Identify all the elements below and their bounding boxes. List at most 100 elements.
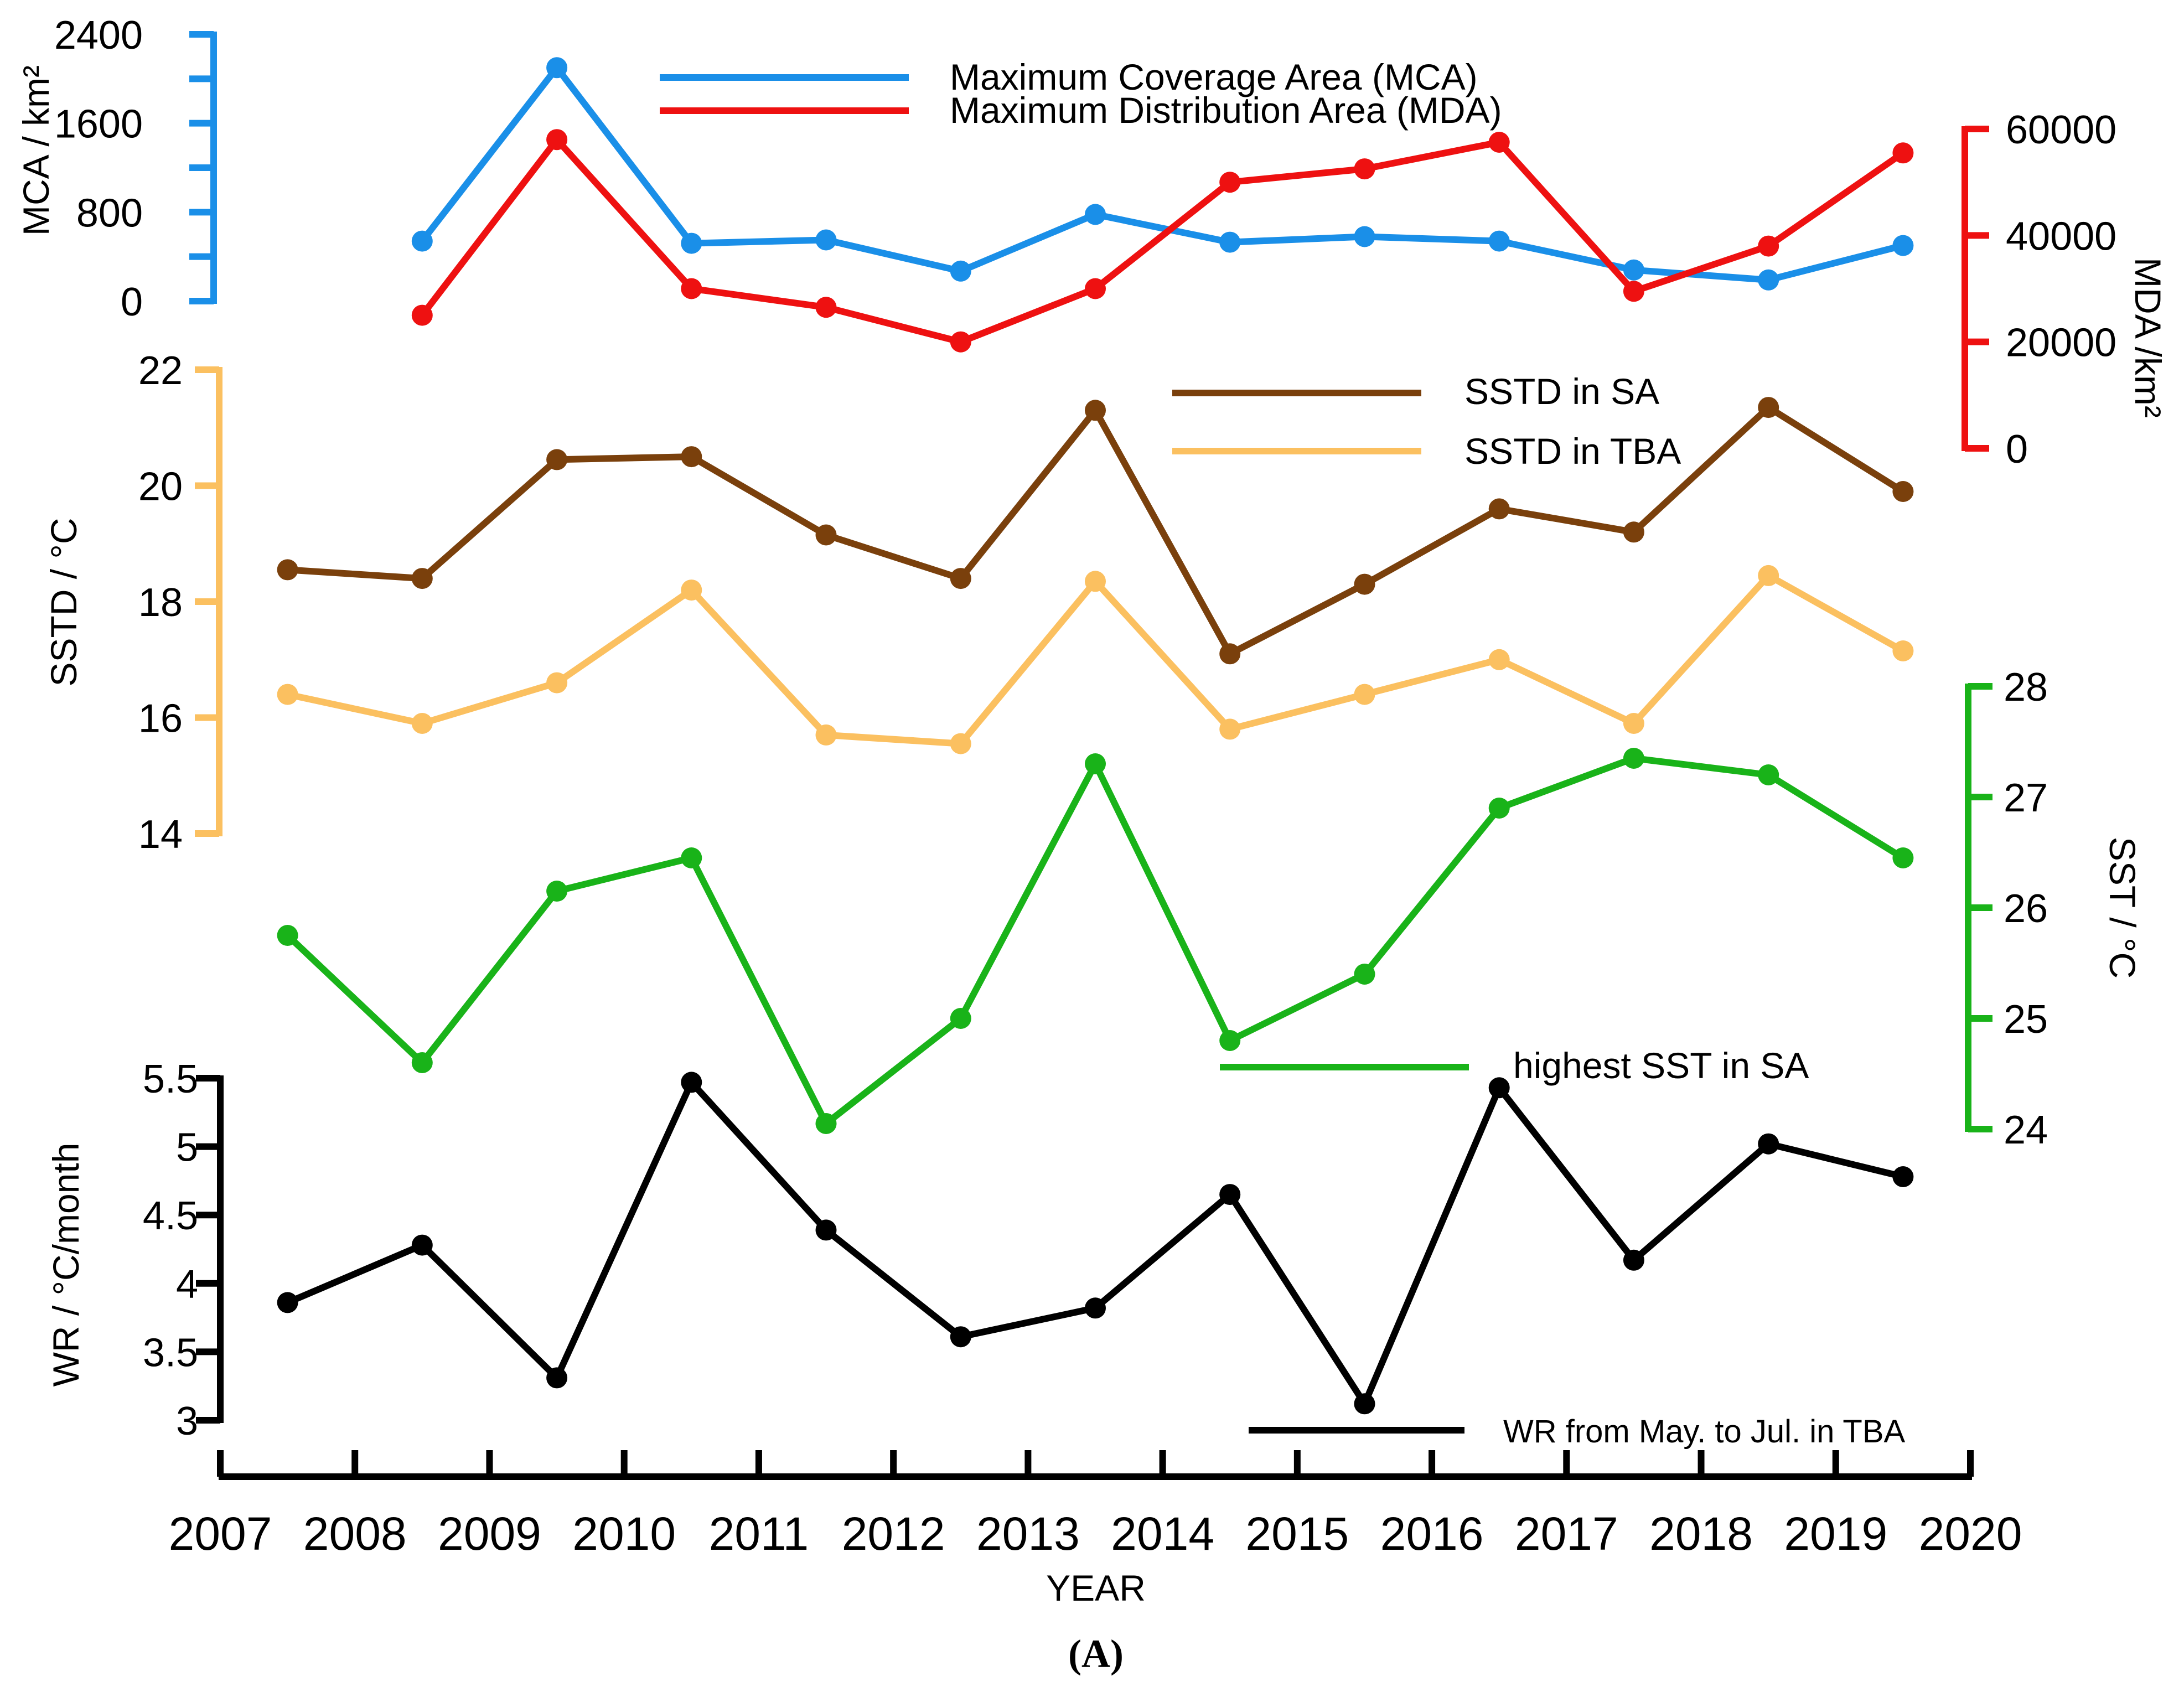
wr-point <box>1758 1133 1779 1155</box>
mca-tick-label: 1600 <box>54 102 143 147</box>
sstd_tba-point <box>815 724 837 746</box>
sst-point <box>1623 748 1644 769</box>
sstd_tba-point <box>1219 718 1241 740</box>
wr-point <box>950 1326 971 1348</box>
axes-layer: 2007 2008 2009 2010 2011 2012 2013 2014 2015 2016… <box>54 13 2116 1560</box>
mda-point <box>681 278 702 299</box>
x-tick-label: 2015 <box>1245 1508 1349 1560</box>
mca-point <box>681 232 702 254</box>
wr-tick-label: 5.5 <box>143 1057 198 1101</box>
sstd_sa-point <box>411 568 433 589</box>
x-tick-label: 2011 <box>709 1508 809 1560</box>
mca-point <box>1623 259 1644 281</box>
mda-point <box>1219 172 1241 193</box>
sst-point <box>411 1052 433 1073</box>
sstd_sa-point <box>950 568 971 589</box>
sst-point <box>815 1113 837 1134</box>
mca-point <box>1354 226 1375 247</box>
sst-point <box>1219 1030 1241 1051</box>
mda-point <box>1085 278 1106 299</box>
wr-tick-label: 4 <box>176 1262 198 1307</box>
sstd-tick-label: 14 <box>138 813 183 857</box>
sstd_tba-point <box>1758 565 1779 586</box>
sst-tick-label: 25 <box>2004 997 2048 1042</box>
mda-point <box>1758 235 1779 257</box>
x-tick-label: 2014 <box>1111 1508 1214 1560</box>
wr-point <box>815 1219 837 1241</box>
sst-point <box>1488 798 1510 819</box>
sstd_sa-point <box>546 449 568 470</box>
sst-axis-label: SST / °C <box>2102 837 2143 979</box>
x-axis-title: YEAR <box>1046 1567 1146 1608</box>
legend-label-sstd-sa: SSTD in SA <box>1464 371 1659 412</box>
mda-point <box>1488 132 1510 153</box>
sstd_sa-point <box>1488 498 1510 520</box>
mda-tick-label: 40000 <box>2006 214 2116 258</box>
x-tick-label: 2020 <box>1919 1508 2022 1560</box>
mda-point <box>815 297 837 318</box>
sst-point <box>1085 753 1106 774</box>
sstd_tba-point <box>1354 684 1375 705</box>
sstd_sa-point <box>815 524 837 546</box>
wr-point <box>1623 1249 1644 1271</box>
legend-layer <box>660 74 1469 1434</box>
x-tick-label: 2018 <box>1649 1508 1753 1560</box>
sstd-tick-label: 22 <box>138 349 183 393</box>
mca-point <box>815 229 837 251</box>
mca-point <box>1758 269 1779 291</box>
mda-tick-label: 20000 <box>2006 321 2116 365</box>
sstd_sa-point <box>1219 643 1241 665</box>
sstd_tba-point <box>277 684 298 705</box>
sst-point <box>1354 964 1375 985</box>
mda-point <box>1623 281 1644 302</box>
wr-point <box>1892 1166 1914 1187</box>
mca-point <box>1488 230 1510 252</box>
mda-point <box>546 129 568 151</box>
x-tick-label: 2008 <box>303 1508 407 1560</box>
mda-tick-label: 0 <box>2006 427 2028 472</box>
sstd-axis-label: SSTD / °C <box>43 518 84 686</box>
mca-tick-label: 2400 <box>54 13 143 58</box>
x-tick-label: 2017 <box>1515 1508 1618 1560</box>
sstd_sa-point <box>1623 521 1644 543</box>
sst-point <box>277 925 298 946</box>
sstd_sa-point <box>1758 397 1779 418</box>
sstd-tick-label: 20 <box>138 465 183 509</box>
sstd-tick-label: 18 <box>138 581 183 625</box>
wr-point <box>681 1072 702 1093</box>
legend-label-mca: Maximum Coverage Area (MCA) <box>950 56 1478 97</box>
legend-label-sst: highest SST in SA <box>1513 1045 1809 1086</box>
wr-point <box>411 1234 433 1256</box>
sstd_tba-point <box>1488 649 1510 670</box>
sst-point <box>546 881 568 902</box>
sst-tick-label: 27 <box>2004 776 2048 820</box>
sstd_sa-point <box>1085 400 1106 421</box>
sstd_sa-point <box>1892 481 1914 502</box>
wr-point <box>277 1292 298 1313</box>
sstd_tba-point <box>546 672 568 694</box>
wr-tick-label: 3 <box>176 1399 198 1443</box>
text-layer: MCA / km² MDA /km² SSTD / °C SST / °C WR… <box>15 56 2169 1676</box>
sstd_tba-point <box>950 733 971 754</box>
sst-tick-label: 28 <box>2004 665 2048 710</box>
wr-point <box>1219 1184 1241 1205</box>
series-layer <box>277 57 1914 1415</box>
wr-tick-label: 4.5 <box>143 1194 198 1238</box>
x-tick-label: 2016 <box>1380 1508 1484 1560</box>
mca-line <box>418 64 1907 283</box>
wr-axis-label: WR / °C/month <box>45 1143 86 1387</box>
sstd_tba-point <box>681 579 702 601</box>
wr-tick-label: 3.5 <box>143 1331 198 1375</box>
sstd_sa-point <box>1354 573 1375 595</box>
sst-tick-label: 26 <box>2004 887 2048 931</box>
mda-point <box>1354 158 1375 180</box>
mda-line <box>418 136 1907 345</box>
x-tick-label: 2013 <box>976 1508 1080 1560</box>
wr-point <box>1488 1077 1510 1099</box>
x-tick-label: 2007 <box>169 1508 272 1560</box>
mca-axis-label: MCA / km² <box>15 65 56 236</box>
sstd_sa-point <box>277 559 298 581</box>
figure-caption: (A) <box>1068 1632 1124 1676</box>
mda-point <box>411 304 433 326</box>
